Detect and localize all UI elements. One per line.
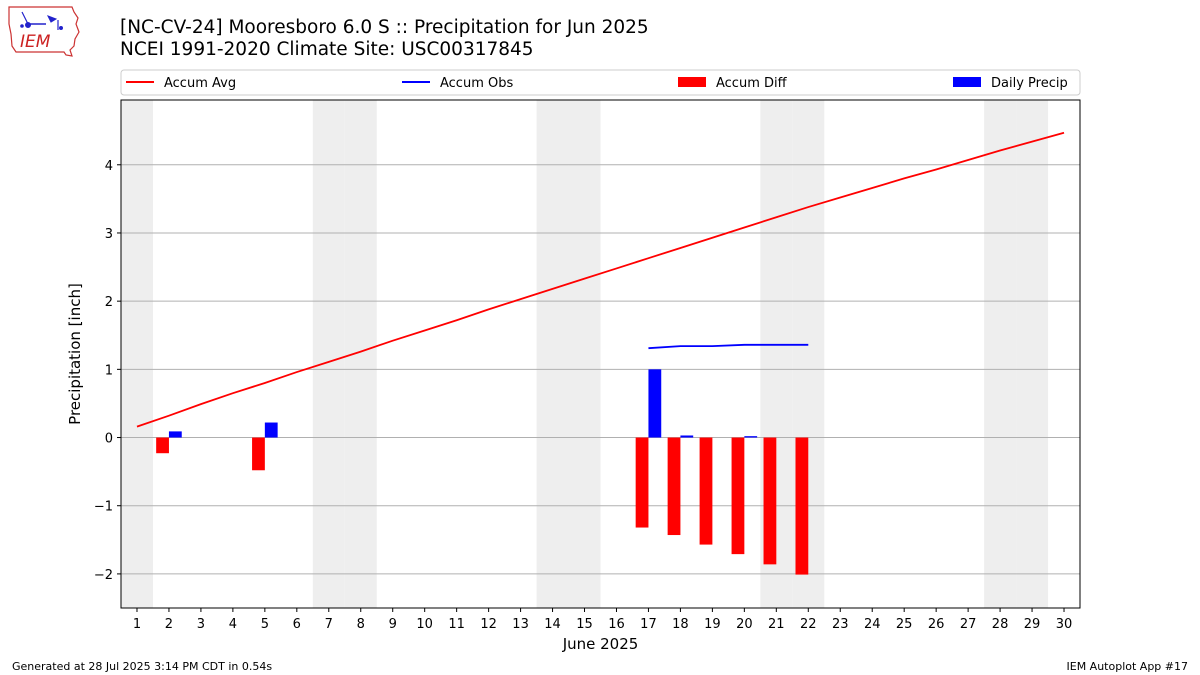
y-tick-label: −1 bbox=[94, 500, 113, 515]
weekend-band bbox=[984, 100, 1017, 608]
bars bbox=[156, 369, 809, 575]
x-axis-ticks: 1 2 3 4 5 6 7 8 9 10 11 12 13 14 15 16 17 18 19 20 21 22 23 24 2… bbox=[133, 608, 1072, 632]
y-tick-label: 0 bbox=[105, 432, 113, 447]
x-tick-label: 3 bbox=[197, 617, 205, 632]
x-tick-label: 6 bbox=[293, 617, 301, 632]
legend-frame bbox=[120, 69, 1081, 96]
daily-precip-bar bbox=[680, 435, 694, 438]
x-tick-label: 9 bbox=[389, 617, 397, 632]
accum-obs-line bbox=[648, 343, 809, 350]
weekend-band bbox=[312, 100, 345, 608]
accum-diff-bar bbox=[635, 437, 649, 528]
accum-diff-bar bbox=[795, 437, 809, 575]
x-tick-label: 15 bbox=[576, 617, 593, 632]
y-tick-label: −2 bbox=[94, 568, 113, 583]
accum-diff-bar bbox=[667, 437, 681, 536]
accum-diff-bar bbox=[699, 437, 713, 545]
x-tick-label: 18 bbox=[672, 617, 689, 632]
x-tick-label: 26 bbox=[928, 617, 945, 632]
x-tick-label: 28 bbox=[992, 617, 1009, 632]
accum-diff-bar bbox=[156, 437, 169, 454]
weather-station-icon bbox=[20, 11, 63, 30]
legend-swatch bbox=[953, 77, 981, 87]
x-tick-label: 25 bbox=[896, 617, 913, 632]
weekend-band bbox=[1016, 100, 1049, 608]
weekend-band bbox=[121, 100, 153, 608]
app-label: IEM Autoplot App #17 bbox=[1066, 660, 1189, 673]
legend-label: Daily Precip bbox=[991, 76, 1068, 91]
y-tick-label: 1 bbox=[105, 363, 113, 378]
y-axis-label: Precipitation [inch] bbox=[66, 283, 84, 425]
legend-swatch bbox=[678, 77, 706, 87]
accum-diff-bar bbox=[731, 437, 745, 555]
chart-title: [NC-CV-24] Mooresboro 6.0 S :: Precipita… bbox=[120, 17, 649, 38]
x-tick-label: 23 bbox=[832, 617, 849, 632]
x-tick-label: 21 bbox=[768, 617, 785, 632]
x-tick-label: 22 bbox=[800, 617, 817, 632]
weekend-band bbox=[344, 100, 377, 608]
x-tick-label: 4 bbox=[229, 617, 237, 632]
accum-diff-bar bbox=[252, 437, 265, 471]
logo-text: IEM bbox=[20, 32, 51, 52]
x-tick-label: 27 bbox=[960, 617, 977, 632]
accum-diff-bar bbox=[763, 437, 777, 565]
y-tick-label: 4 bbox=[105, 159, 113, 174]
weekend-band bbox=[568, 100, 601, 608]
accum-avg-line bbox=[136, 131, 1065, 428]
x-tick-label: 13 bbox=[512, 617, 529, 632]
x-tick-label: 29 bbox=[1024, 617, 1041, 632]
y-tick-label: 3 bbox=[105, 227, 113, 242]
y-tick-label: 2 bbox=[105, 295, 113, 310]
x-tick-label: 11 bbox=[448, 617, 465, 632]
weekend-band bbox=[536, 100, 569, 608]
x-tick-label: 12 bbox=[480, 617, 497, 632]
x-tick-label: 24 bbox=[864, 617, 881, 632]
grid-lines bbox=[121, 164, 1080, 575]
legend-label: Accum Obs bbox=[440, 76, 513, 91]
daily-precip-bar bbox=[168, 431, 182, 438]
x-tick-label: 30 bbox=[1056, 617, 1073, 632]
daily-precip-bar bbox=[744, 436, 758, 438]
daily-precip-bar bbox=[648, 369, 662, 438]
x-tick-label: 2 bbox=[165, 617, 173, 632]
x-tick-label: 5 bbox=[261, 617, 269, 632]
daily-precip-bar bbox=[264, 422, 278, 438]
lines bbox=[136, 131, 1065, 428]
x-tick-label: 14 bbox=[544, 617, 561, 632]
x-tick-label: 1 bbox=[133, 617, 141, 632]
legend: Accum Avg Accum Obs Accum Diff Daily Precip bbox=[120, 69, 1081, 96]
chart-subtitle: NCEI 1991-2020 Climate Site: USC00317845 bbox=[120, 39, 534, 60]
iem-logo: IEM bbox=[6, 4, 82, 60]
x-tick-label: 10 bbox=[416, 617, 433, 632]
x-tick-label: 17 bbox=[640, 617, 657, 632]
x-tick-label: 16 bbox=[608, 617, 625, 632]
plot-frame bbox=[120, 99, 1081, 609]
x-tick-label: 7 bbox=[325, 617, 333, 632]
legend-label: Accum Avg bbox=[164, 76, 236, 91]
weekend-shading bbox=[121, 100, 1049, 608]
x-axis-label: June 2025 bbox=[562, 635, 639, 653]
generated-timestamp: Generated at 28 Jul 2025 3:14 PM CDT in … bbox=[12, 660, 273, 673]
y-axis-ticks: −2 −1 0 1 2 3 4 bbox=[94, 159, 121, 583]
iowa-outline-icon bbox=[8, 6, 80, 57]
x-tick-label: 20 bbox=[736, 617, 753, 632]
x-tick-label: 19 bbox=[704, 617, 721, 632]
x-tick-label: 8 bbox=[357, 617, 365, 632]
legend-label: Accum Diff bbox=[716, 76, 788, 91]
